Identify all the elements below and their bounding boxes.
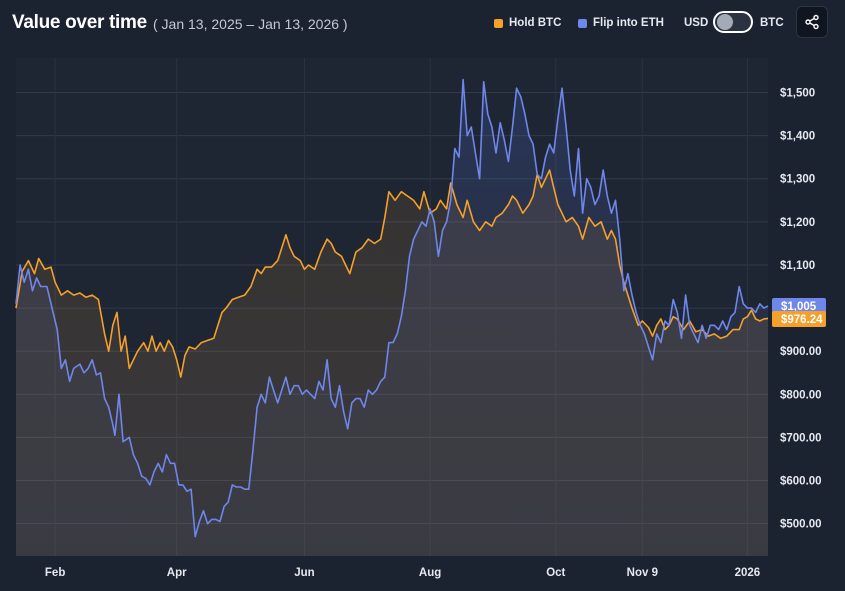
legend-swatch-flip-eth — [578, 18, 587, 28]
y-tick-label: $1,300 — [780, 174, 815, 186]
series-area-1 — [16, 79, 768, 556]
y-tick-label: $600.00 — [780, 476, 822, 488]
x-tick-label: Feb — [45, 567, 65, 579]
x-tick-label: Jun — [294, 567, 314, 579]
series-areas — [16, 79, 768, 556]
date-range: ( Jan 13, 2025 – Jan 13, 2026 ) — [153, 16, 348, 32]
series-line-0 — [15, 169, 769, 378]
y-tick-label: $1,500 — [780, 87, 815, 99]
series-line-1 — [15, 78, 769, 538]
legend-label-hold-btc: Hold BTC — [509, 17, 562, 29]
x-tick-label: Apr — [167, 567, 187, 579]
x-tick-label: Nov 9 — [627, 567, 658, 579]
currency-toggle[interactable] — [713, 11, 753, 33]
series-lines — [15, 78, 769, 538]
x-tick-label: Aug — [419, 567, 441, 579]
current-value-tag-bg — [772, 311, 826, 327]
y-tick-label: $500.00 — [780, 519, 822, 531]
current-value-tag-label: $976.24 — [781, 314, 823, 326]
y-tick-label: $1,100 — [780, 260, 815, 272]
current-value-tags: $1,005$976.24 — [772, 298, 826, 327]
legend-item-hold-btc[interactable]: Hold BTC — [494, 17, 561, 29]
chart-header: Value over time ( Jan 13, 2025 – Jan 13,… — [0, 0, 845, 48]
x-axis: Feb Apr Jun Aug Oct Nov 9 2026 — [45, 567, 760, 579]
legend-item-flip-eth[interactable]: Flip into ETH — [578, 17, 664, 29]
share-button[interactable] — [796, 6, 828, 38]
y-tick-label: $900.00 — [780, 346, 822, 358]
x-tick-label: Oct — [546, 567, 565, 579]
y-tick-label: $1,200 — [780, 217, 815, 229]
toggle-label-btc[interactable]: BTC — [760, 17, 784, 29]
current-value-tag-bg — [772, 298, 826, 314]
toggle-knob — [717, 14, 733, 30]
y-tick-label: $700.00 — [780, 432, 822, 444]
y-tick-label: $1,400 — [780, 131, 815, 143]
toggle-label-usd[interactable]: USD — [684, 17, 709, 29]
share-icon — [805, 14, 819, 30]
legend-swatch-hold-btc — [494, 18, 503, 28]
legend-label-flip-eth: Flip into ETH — [593, 17, 664, 29]
current-value-tag-label: $1,005 — [781, 301, 817, 313]
x-tick-label: 2026 — [735, 567, 761, 579]
y-tick-label: $800.00 — [780, 389, 822, 401]
chart-title: Value over time — [12, 12, 147, 33]
